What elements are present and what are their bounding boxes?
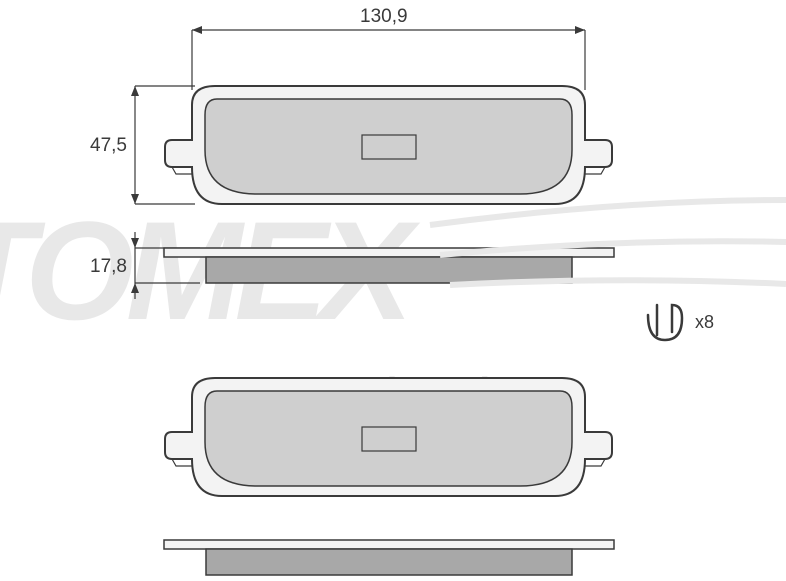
brake-pad-front-1 [165, 86, 612, 204]
dim-width [192, 26, 585, 90]
brake-pad-profile-2 [164, 540, 614, 575]
brake-pad-profile-1 [164, 248, 614, 283]
brake-pad-front-2 [165, 378, 612, 496]
technical-drawing [0, 0, 786, 581]
clip-icon [648, 305, 682, 340]
dim-thickness [131, 232, 200, 299]
